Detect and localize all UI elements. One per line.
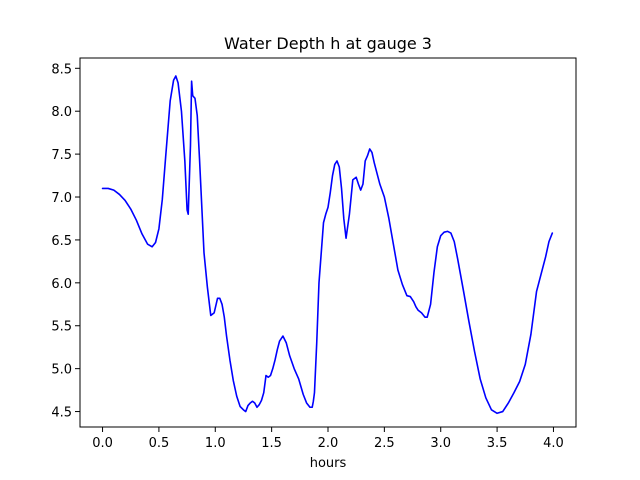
y-tick-label: 7.5 bbox=[51, 148, 72, 163]
y-tick-label: 7.0 bbox=[51, 191, 72, 206]
x-tick-label: 3.0 bbox=[430, 436, 451, 451]
y-tick-label: 4.5 bbox=[51, 406, 72, 421]
series-line-0 bbox=[101, 75, 554, 415]
plot-frame bbox=[79, 57, 577, 428]
series-layer bbox=[101, 75, 554, 415]
x-axis-label: hours bbox=[310, 456, 347, 471]
x-tick-label: 3.5 bbox=[487, 436, 508, 451]
x-tick-label: 2.0 bbox=[318, 436, 339, 451]
x-tick-label: 4.0 bbox=[543, 436, 564, 451]
x-tick-label: 0.5 bbox=[149, 436, 170, 451]
x-tick-label: 1.5 bbox=[261, 436, 282, 451]
y-tick-label: 8.0 bbox=[51, 105, 72, 120]
x-tick-label: 0.0 bbox=[92, 436, 113, 451]
y-axis: 4.5 5.0 5.5 6.0 6.5 7.0 7.5 8.0 8.5 bbox=[51, 62, 80, 421]
y-tick-label: 5.5 bbox=[51, 320, 72, 335]
plot-area bbox=[80, 58, 576, 427]
x-tick-label: 1.0 bbox=[205, 436, 226, 451]
x-tick-label: 2.5 bbox=[374, 436, 395, 451]
x-axis: 0.0 0.5 1.0 1.5 2.0 2.5 3.0 3.5 4.0 bbox=[92, 427, 564, 451]
chart-title: Water Depth h at gauge 3 bbox=[224, 34, 432, 53]
y-tick-label: 8.5 bbox=[51, 62, 72, 77]
y-tick-label: 5.0 bbox=[51, 363, 72, 378]
y-tick-label: 6.5 bbox=[51, 234, 72, 249]
y-tick-label: 6.0 bbox=[51, 277, 72, 292]
